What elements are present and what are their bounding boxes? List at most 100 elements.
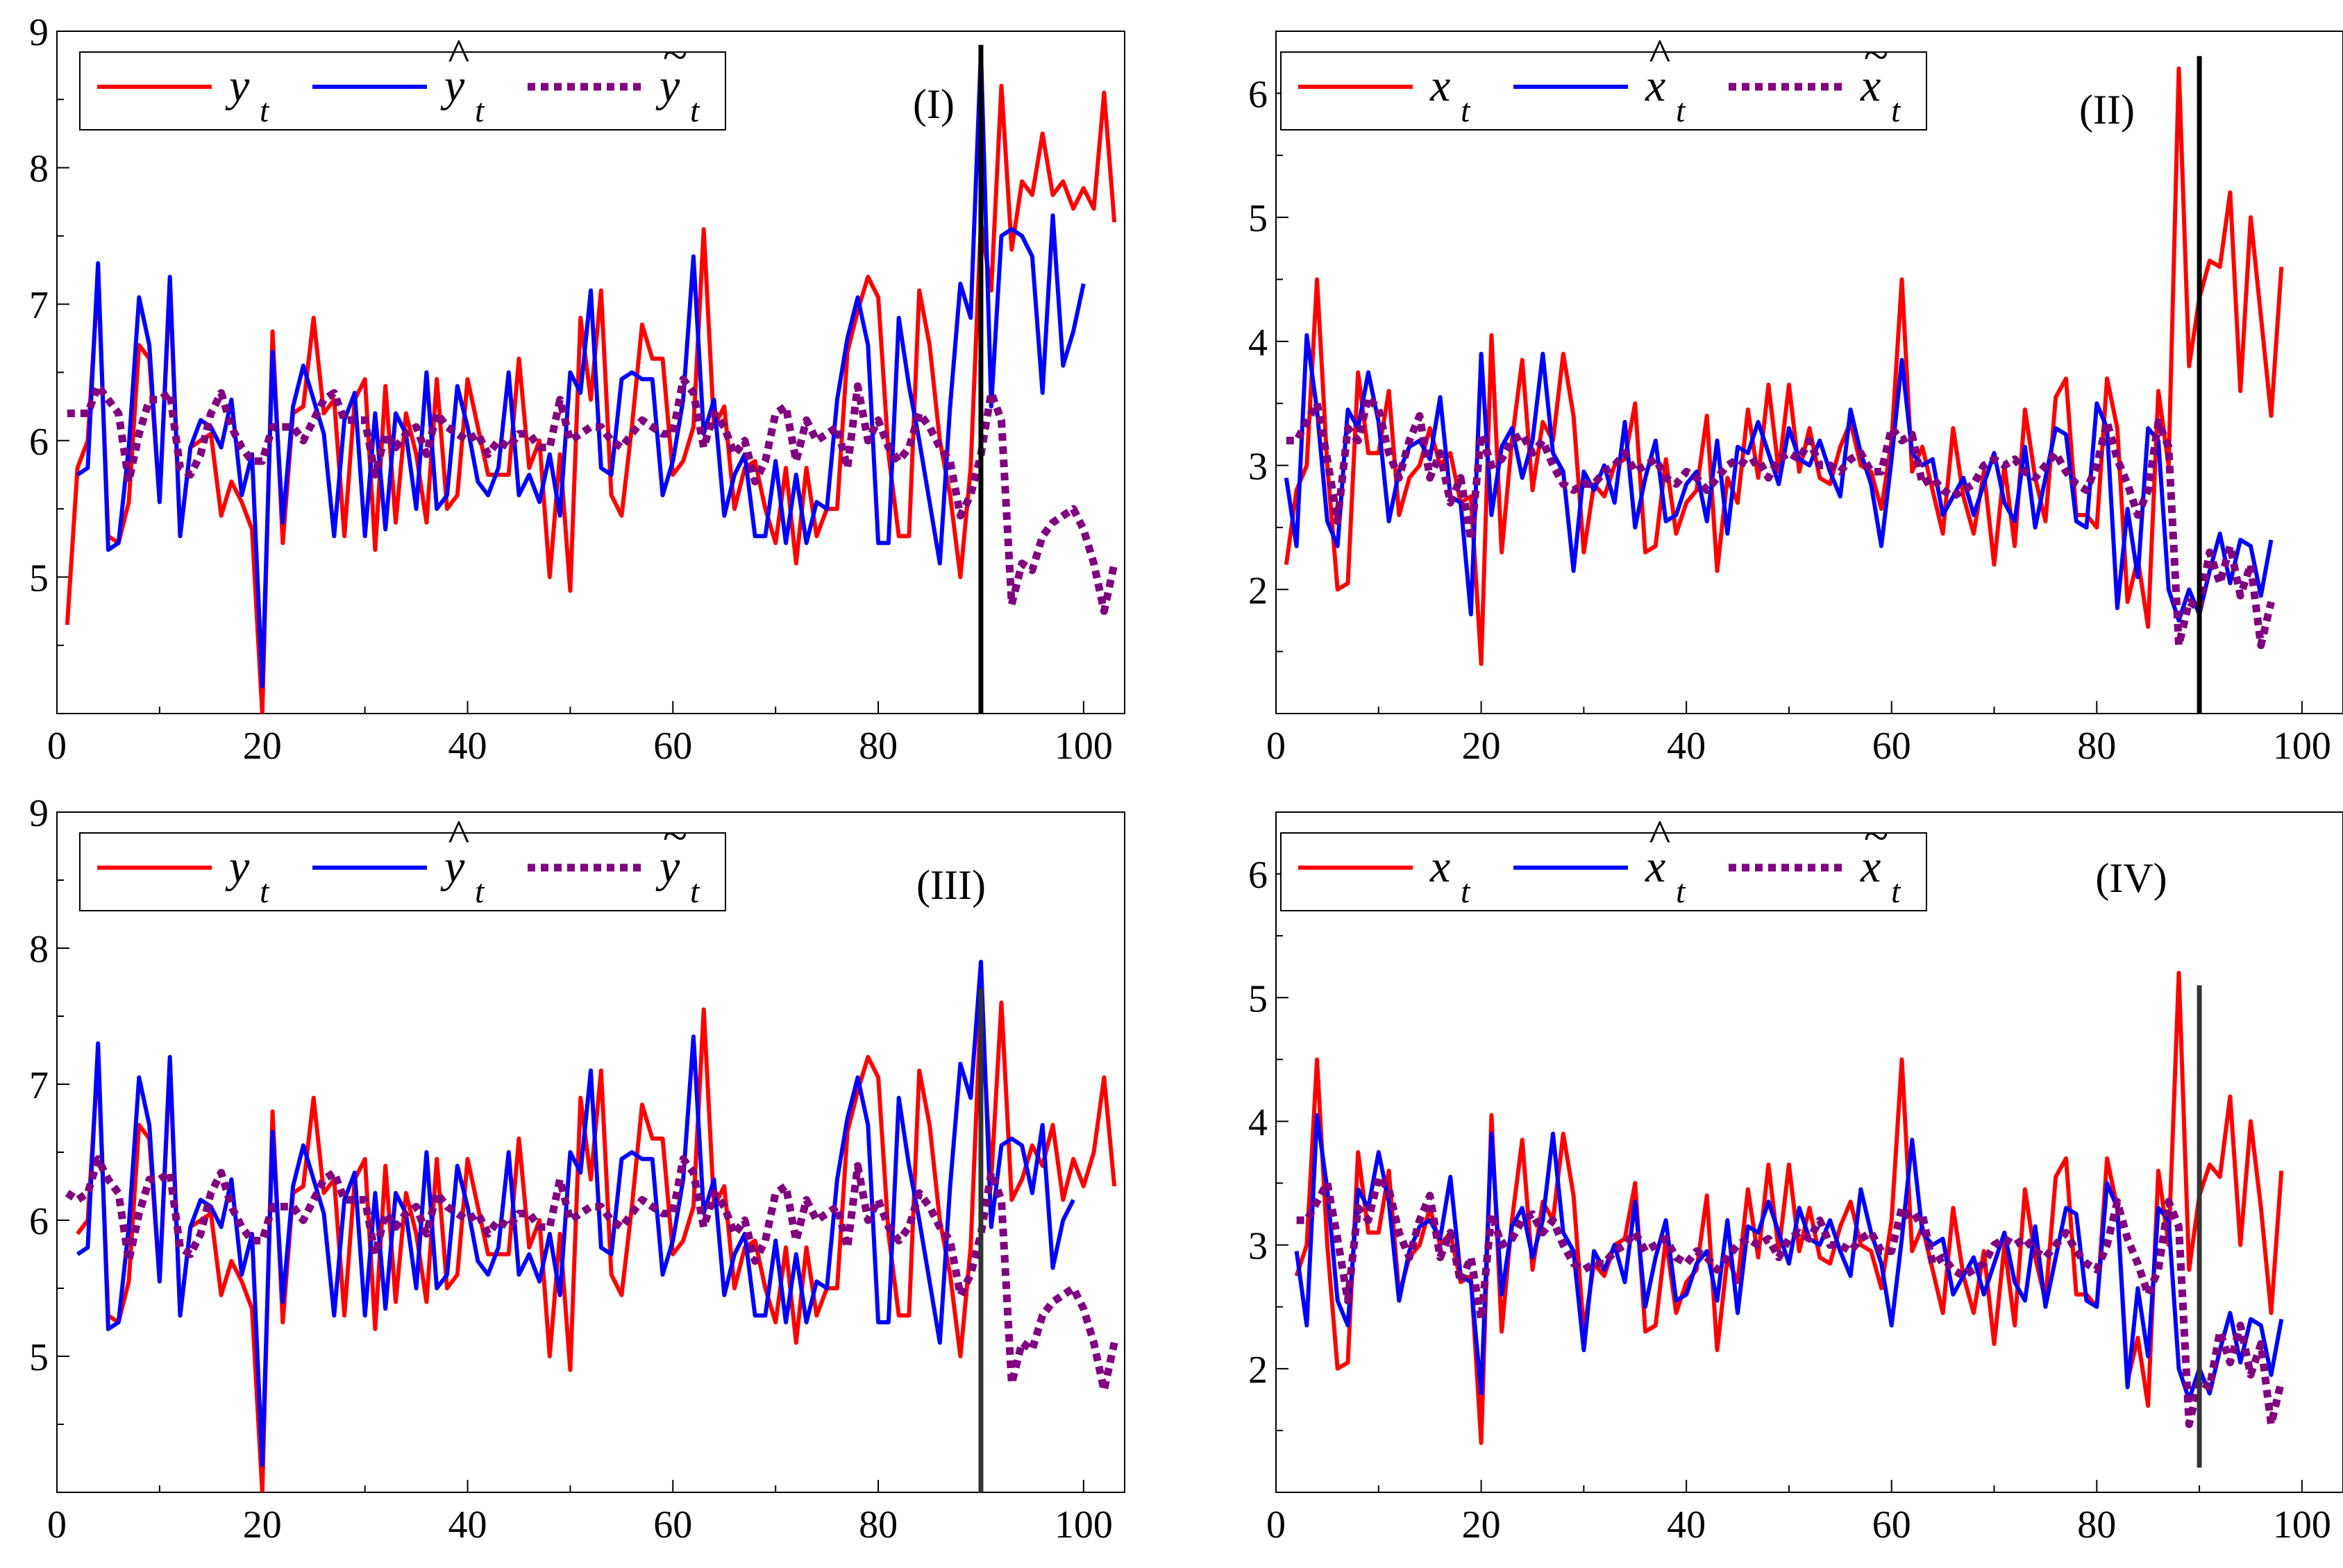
legend-accent-y-hat_t: ^: [447, 30, 469, 81]
panel-label: (III): [916, 862, 986, 908]
legend-subscript: t: [260, 92, 270, 129]
y-tick-label: 5: [29, 1336, 49, 1379]
legend-label-x-tilde_t: x: [1860, 60, 1881, 111]
legend-subscript: t: [475, 92, 485, 129]
y-tick-label: 8: [29, 928, 49, 971]
x-tick-label: 40: [1667, 1503, 1706, 1546]
plot-frame: [56, 31, 1125, 714]
series-line-y-tilde_t: [67, 375, 1118, 615]
y-tick-label: 5: [29, 557, 49, 600]
x-tick-label: 0: [47, 1503, 67, 1546]
legend-label-x_t: x: [1429, 841, 1450, 892]
series-line-y-hat_t: [76, 959, 1075, 1467]
y-tick-label: 8: [29, 148, 49, 191]
plot-area: [1294, 970, 2285, 1445]
y-tick-label: 6: [1248, 73, 1268, 116]
x-tick-label: 100: [2273, 1503, 2331, 1546]
x-tick-label: 100: [2273, 725, 2331, 768]
legend-subscript: t: [1676, 873, 1686, 910]
series-line-y-tilde_t: [65, 1155, 1118, 1394]
y-tick-label: 4: [1248, 321, 1268, 364]
y-tick-label: 3: [1248, 446, 1268, 489]
x-tick-label: 100: [1055, 725, 1113, 768]
x-tick-label: 40: [448, 1503, 487, 1546]
legend-box: [1280, 51, 1927, 130]
series-line-x_t: [1284, 66, 2284, 666]
panel-label: (I): [913, 81, 955, 127]
y-tick-label: 3: [1248, 1225, 1268, 1268]
legend-accent-y-hat_t: ^: [447, 811, 469, 861]
legend-label-x-hat_t: x: [1645, 60, 1665, 111]
x-tick-label: 40: [448, 725, 487, 768]
y-tick-label: 5: [1248, 977, 1268, 1020]
y-tick-label: 9: [29, 11, 49, 54]
legend: x t x^t x~t: [1280, 30, 1927, 130]
plot-area: [65, 959, 1118, 1492]
legend-subscript: t: [690, 873, 700, 910]
plot-frame: [1275, 811, 2343, 1493]
legend-accent-x-tilde_t: ~: [1863, 811, 1888, 861]
panel-label: (IV): [2095, 855, 2167, 901]
y-tick-label: 7: [29, 1064, 49, 1107]
series-line-y-hat_t: [76, 49, 1086, 689]
legend-subscript: t: [260, 873, 270, 910]
legend-label-y_t: y: [225, 60, 250, 111]
legend-subscript: t: [1461, 873, 1471, 910]
legend-subscript: t: [1891, 873, 1901, 910]
x-tick-label: 40: [1667, 725, 1706, 768]
series-line-y_t: [65, 83, 1117, 714]
legend-subscript: t: [1461, 92, 1471, 129]
series-line-x-tilde_t: [1286, 393, 2275, 650]
x-tick-label: 60: [1872, 725, 1911, 768]
legend-label-x-hat_t: x: [1645, 841, 1665, 892]
x-tick-label: 0: [47, 725, 67, 768]
legend-label-x-tilde_t: x: [1860, 841, 1881, 892]
legend-subscript: t: [475, 873, 485, 910]
plot-frame: [1275, 31, 2343, 714]
legend-subscript: t: [1891, 92, 1901, 129]
legend-accent-x-hat_t: ^: [1648, 811, 1670, 861]
panel-label: (II): [2079, 87, 2135, 133]
legend-accent-y-tilde_t: ~: [662, 811, 687, 861]
y-tick-label: 9: [29, 792, 49, 835]
y-tick-label: 2: [1248, 1349, 1268, 1392]
series-line-x-tilde_t: [1296, 1173, 2285, 1428]
legend-box: [1280, 832, 1927, 911]
legend-subscript: t: [1676, 92, 1686, 129]
plot-area: [1284, 66, 2284, 666]
x-tick-label: 100: [1055, 1503, 1113, 1546]
x-tick-label: 20: [1462, 1503, 1501, 1546]
y-tick-label: 4: [1248, 1101, 1268, 1144]
x-tick-label: 80: [859, 1503, 898, 1546]
x-tick-label: 80: [859, 725, 898, 768]
x-tick-label: 60: [653, 1503, 692, 1546]
x-tick-label: 20: [1462, 725, 1501, 768]
x-tick-label: 80: [2077, 725, 2116, 768]
legend: y t y^t y~t: [79, 811, 726, 911]
legend-box: [79, 832, 726, 911]
legend-accent-x-tilde_t: ~: [1863, 30, 1888, 81]
x-tick-label: 80: [2077, 1503, 2116, 1546]
plot-frame: [56, 811, 1125, 1493]
legend-label-y_t: y: [225, 841, 250, 892]
plot-area: [65, 49, 1118, 714]
legend-label-y-hat_t: y: [440, 841, 465, 892]
x-tick-label: 60: [653, 725, 692, 768]
legend-accent-y-tilde_t: ~: [662, 30, 687, 81]
y-tick-label: 5: [1248, 197, 1268, 240]
x-tick-label: 0: [1266, 1503, 1286, 1546]
legend-label-y-tilde_t: y: [655, 841, 680, 892]
x-tick-label: 20: [243, 1503, 282, 1546]
legend-label-y-tilde_t: y: [655, 60, 680, 111]
y-tick-label: 2: [1248, 569, 1268, 612]
x-tick-label: 60: [1872, 1503, 1911, 1546]
legend-label-y-hat_t: y: [440, 60, 465, 111]
legend-box: [79, 51, 726, 130]
legend-label-x_t: x: [1429, 60, 1450, 111]
legend: y t y^t y~t: [79, 30, 726, 130]
y-tick-label: 6: [29, 421, 49, 464]
